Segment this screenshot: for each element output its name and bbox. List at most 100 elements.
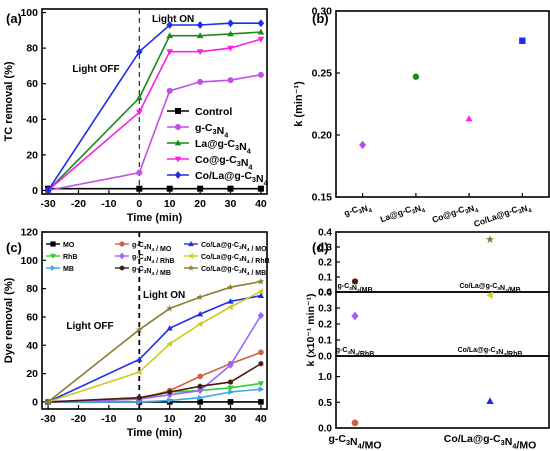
- annotation-light-off: Light OFF: [66, 321, 113, 332]
- legend-marker: [175, 124, 181, 130]
- y-tick-label: 0.4: [318, 288, 332, 299]
- y-tick-label: 0.2: [318, 258, 332, 269]
- data-point: [197, 185, 204, 192]
- legend-marker: [174, 171, 182, 179]
- data-point: [485, 235, 495, 244]
- data-point: [166, 185, 173, 192]
- legend-marker: [50, 241, 56, 247]
- data-point: [227, 77, 234, 84]
- data-point: [227, 399, 234, 405]
- data-point: [136, 169, 143, 176]
- series-line: [47, 38, 262, 192]
- x-tick-label: -30: [40, 413, 55, 425]
- data-point: [136, 356, 143, 362]
- y-tick-label: 0: [32, 185, 38, 197]
- x-tick-label: 20: [194, 198, 206, 210]
- x-tick-label: 40: [255, 198, 267, 210]
- data-point: [136, 109, 143, 116]
- x-tick-label: Co@g-C3N4: [431, 199, 481, 229]
- y-tick-label: 0.5: [318, 398, 332, 409]
- data-point: [167, 397, 173, 404]
- y-tick-label: 0.0: [318, 352, 332, 363]
- x-tick-label: g-C3N4/MO: [328, 433, 381, 451]
- data-point: [227, 385, 234, 391]
- y-tick-label: 0: [32, 396, 38, 408]
- y-axis-label: Dye removal (%): [3, 277, 15, 363]
- series-line: [48, 315, 262, 403]
- plot-frame: [335, 10, 550, 198]
- data-point: [412, 73, 420, 80]
- data-point: [197, 399, 203, 405]
- data-point: [135, 326, 143, 333]
- x-tick-label: 10: [164, 413, 176, 425]
- legend-label: Co/La@g-C3N4: [195, 170, 269, 187]
- data-point: [257, 288, 264, 295]
- data-point: [166, 87, 173, 94]
- data-point: [257, 19, 265, 28]
- data-point: [167, 389, 173, 395]
- x-tick-label: 30: [225, 413, 237, 425]
- data-point: [166, 304, 174, 312]
- annotation-light-off: Light OFF: [72, 64, 119, 75]
- y-tick-label: 100: [20, 255, 38, 267]
- panel-label-d: (d): [312, 240, 329, 255]
- legend-label: Co@g-C3N4: [195, 154, 253, 171]
- data-point: [227, 30, 234, 37]
- data-point: [352, 278, 358, 285]
- y-tick-label: 0.3: [318, 243, 332, 254]
- y-tick-label: 60: [26, 78, 38, 90]
- y-tick-label: 20: [26, 149, 38, 161]
- data-point: [196, 49, 204, 56]
- x-tick-label: -20: [71, 413, 86, 425]
- data-point: [196, 293, 204, 301]
- y-tick-label: 0.20: [312, 130, 333, 142]
- data-point: [227, 283, 234, 291]
- legend-marker: [187, 264, 195, 271]
- data-point: [257, 381, 264, 387]
- data-point: [258, 360, 264, 367]
- subplot-frame: [335, 291, 550, 357]
- data-point: [136, 94, 143, 101]
- x-tick-label: Co/La@g-C3N4/MO: [444, 433, 537, 451]
- series-line: [48, 388, 261, 403]
- x-tick-label: 10: [164, 198, 176, 210]
- data-point: [196, 321, 203, 328]
- data-point: [227, 304, 233, 311]
- plot-frame: [41, 231, 268, 410]
- legend-marker: [50, 253, 56, 259]
- data-point: [351, 311, 359, 321]
- legend-marker: [188, 241, 194, 247]
- x-tick-label: g-C3N4: [343, 199, 374, 223]
- data-point: [228, 388, 234, 396]
- y-tick-label: 0.0: [318, 424, 332, 435]
- data-point: [258, 349, 264, 356]
- x-tick-label: -10: [101, 198, 116, 210]
- x-axis-label: Time (min): [127, 212, 183, 224]
- legend-marker: [119, 265, 125, 271]
- subplot-frame: [335, 231, 550, 293]
- legend-label: MB: [63, 266, 74, 273]
- y-tick-label: 0.0: [318, 288, 332, 299]
- x-tick-label: -30: [40, 198, 55, 210]
- data-point: [257, 277, 265, 285]
- y-tick-label: 0.15: [312, 192, 333, 204]
- legend-label: Co/La@g-C3N4 / RhB: [201, 254, 270, 265]
- data-point: [228, 379, 233, 385]
- legend-marker: [188, 253, 194, 259]
- legend-label: Co/La@g-C3N4 / MO: [201, 242, 267, 253]
- data-point: [196, 21, 204, 29]
- data-point: [227, 45, 234, 52]
- legend-marker: [174, 156, 182, 163]
- data-point: [166, 325, 173, 331]
- annotation-light-on: Light ON: [143, 290, 185, 301]
- y-tick-label: 1.0: [318, 372, 332, 383]
- legend-label: g-C3N4 / MO: [132, 242, 172, 253]
- y-tick-label: 0.3: [318, 304, 332, 315]
- x-tick-label: 0: [136, 198, 142, 210]
- annotation-light-on: Light ON: [152, 14, 194, 25]
- panel-label-c: (c): [6, 240, 22, 255]
- x-tick-label: -20: [71, 198, 86, 210]
- data-point: [227, 185, 234, 192]
- legend-marker: [119, 252, 125, 260]
- series-line: [47, 290, 262, 403]
